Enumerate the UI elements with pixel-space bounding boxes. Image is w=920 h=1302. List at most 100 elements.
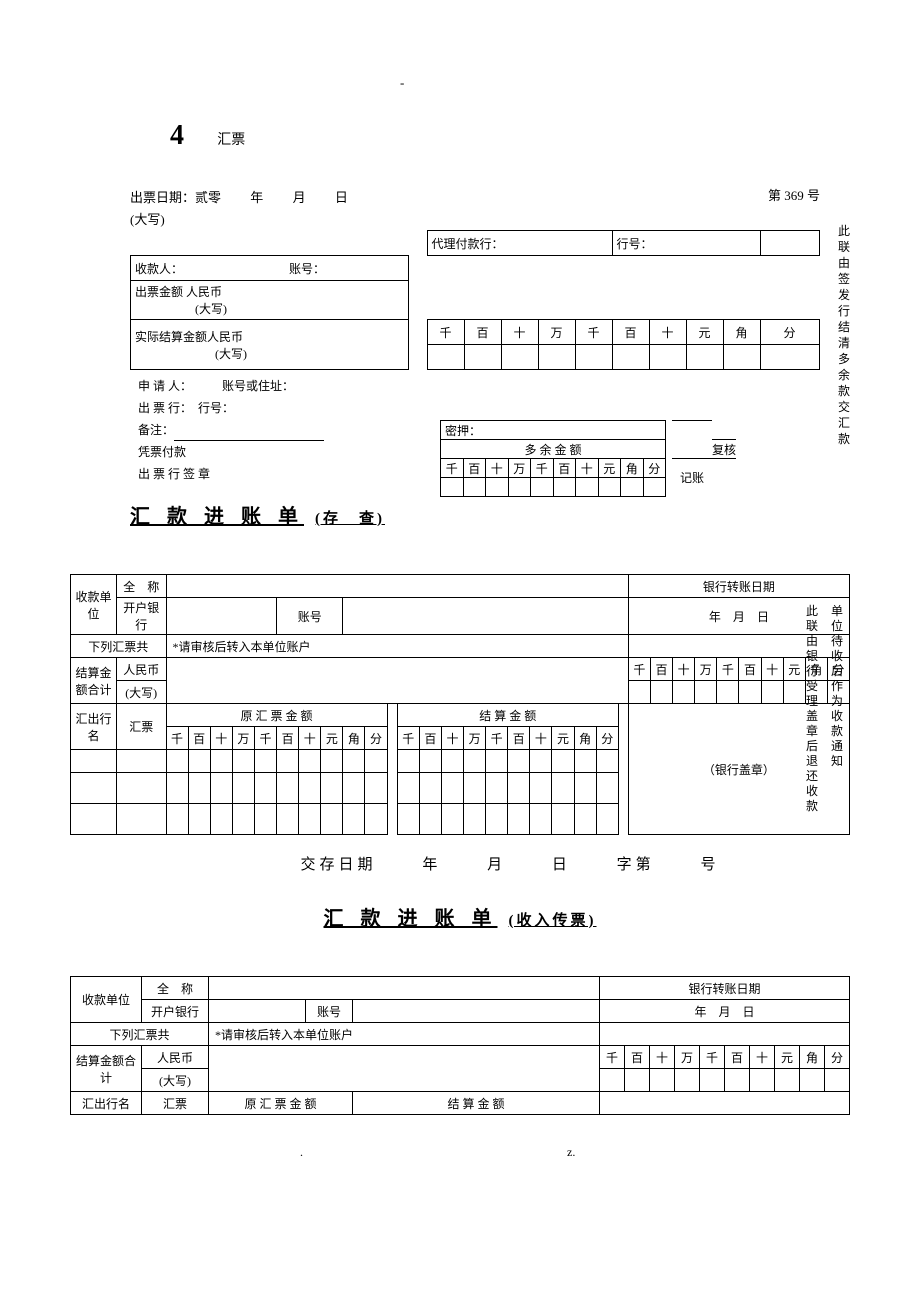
- year-label: 年: [250, 190, 263, 205]
- unit-cell: 千: [600, 1046, 625, 1069]
- day: 日: [757, 610, 769, 624]
- deposit-month: 月: [487, 857, 506, 873]
- unit-cell: 百: [650, 658, 672, 681]
- total-label: 结算金额合计: [71, 658, 117, 704]
- account-label: 账号：: [289, 262, 325, 276]
- title2-main: 汇 款 进 账 单: [130, 506, 304, 528]
- unit-cell: 万: [675, 1046, 700, 1069]
- unit-cell: 百: [464, 320, 501, 345]
- voucher-table-1: 收款单位 全 称 银行转账日期 开户银行 账号 年 月 日 下列汇: [70, 574, 850, 835]
- unit-cell: 千: [575, 320, 612, 345]
- footer-dot-b: z.: [567, 1145, 575, 1160]
- payee-unit-label: 收款单位: [71, 977, 142, 1023]
- settle-amount-label: 结 算 金 额: [353, 1092, 600, 1115]
- open-bank-label: 开户银行: [142, 1000, 209, 1023]
- voucher2-wrap: 收款单位 全 称 银行转账日期 开户银行 账号 年 月 日 下列汇: [70, 976, 850, 1115]
- daxie-label: (大写): [116, 681, 166, 704]
- amount-label: 出票金额 人民币: [135, 285, 222, 299]
- unit-cell: 万: [464, 727, 486, 750]
- remit-bank-label: 汇出行名: [71, 1092, 142, 1115]
- title2-sub: (存 查): [315, 511, 385, 527]
- rmb-label: 人民币: [116, 658, 166, 681]
- actual-daxie: (大写): [215, 347, 247, 361]
- huipiao-label: 汇票: [217, 133, 245, 148]
- bank-no-label: 行号：: [198, 401, 234, 415]
- unit-cell: 万: [695, 658, 717, 681]
- deposit-zidi: 字第: [617, 857, 655, 873]
- account-label: 账号: [277, 598, 343, 635]
- unit-cell: 元: [775, 1046, 800, 1069]
- document-number: 第 369 号: [768, 185, 820, 204]
- settle-amount-label: 结 算 金 额: [397, 704, 618, 727]
- surplus-table: 密押： 多 余 金 额 复核 千 百 十 万 千 百 十 元 角 分 记账: [440, 420, 736, 497]
- unit-cell: 角: [723, 320, 760, 345]
- section-title-3: 汇 款 进 账 单 (收入传票): [70, 902, 850, 931]
- daxie-label: (大写): [142, 1069, 209, 1092]
- unit-cell: 十: [210, 727, 232, 750]
- unit-cell: 百: [553, 459, 576, 478]
- unit-cell: 万: [232, 727, 254, 750]
- bank-no-label: 行号：: [612, 231, 760, 256]
- payee-unit-label: 收款单位: [71, 575, 117, 635]
- month: 月: [733, 610, 745, 624]
- year: 年: [709, 610, 721, 624]
- footer-dot-a: .: [300, 1145, 303, 1160]
- unit-cell: 十: [673, 658, 695, 681]
- unit-cell: 千: [717, 658, 739, 681]
- unit-cell: 十: [650, 1046, 675, 1069]
- unit-cell: 百: [463, 459, 486, 478]
- unit-cell: 万: [538, 320, 575, 345]
- issue-date-prefix: 出票日期：贰零: [130, 190, 221, 205]
- amount-daxie: (大写): [195, 302, 227, 316]
- list-prefix: 下列汇票共: [71, 635, 167, 658]
- daxie-note: (大写): [130, 209, 850, 228]
- month: 月: [718, 1005, 730, 1019]
- orig-amount-label: 原 汇 票 金 额: [209, 1092, 353, 1115]
- pay-by-ticket: 凭票付款: [138, 441, 324, 463]
- unit-cell: 元: [321, 727, 343, 750]
- unit-cell: 十: [501, 320, 538, 345]
- full-name-label: 全 称: [142, 977, 209, 1000]
- unit-cell: 十: [530, 727, 552, 750]
- unit-cell: 分: [825, 1046, 850, 1069]
- unit-cell: 元: [686, 320, 723, 345]
- applicant-label: 申 请 人：: [138, 379, 186, 393]
- unit-cell: 千: [166, 727, 188, 750]
- unit-cell: 百: [188, 727, 210, 750]
- acct-addr-label: 账号或住址：: [222, 379, 294, 393]
- unit-cell: 百: [725, 1046, 750, 1069]
- remark-label: 备注：: [138, 423, 174, 437]
- unit-cell: 分: [365, 727, 387, 750]
- remit-bank-label: 汇出行名: [71, 704, 117, 750]
- side-note-2b: 此联由银行受理盖章后退还收款: [806, 604, 820, 814]
- title3-sub: (收入传票): [509, 913, 597, 929]
- year: 年: [694, 1005, 706, 1019]
- unit-cell: 角: [621, 459, 644, 478]
- section-title-2: 汇 款 进 账 单 (存 查): [130, 500, 850, 529]
- day-label: 日: [335, 190, 348, 205]
- unit-cell: 分: [643, 459, 666, 478]
- deposit-prefix: 交存日期: [301, 857, 377, 873]
- unit-cell: 百: [739, 658, 761, 681]
- full-name-label: 全 称: [116, 575, 166, 598]
- surplus-label: 多 余 金 额: [441, 440, 666, 459]
- remark-underline: [174, 426, 324, 441]
- agent-bank-label: 代理付款行：: [427, 231, 612, 256]
- account-label: 账号: [306, 1000, 353, 1023]
- unit-cell: 百: [625, 1046, 650, 1069]
- unit-cell: 十: [299, 727, 321, 750]
- payee-label: 收款人：: [135, 262, 183, 276]
- title3-main: 汇 款 进 账 单: [324, 908, 498, 930]
- bank-date-label: 银行转账日期: [628, 575, 849, 598]
- form1-wrap: 代理付款行： 行号： 收款人： 账号： 出票金额 人民币 (大写): [130, 230, 850, 370]
- unit-cell: 元: [783, 658, 805, 681]
- unit-cell: 千: [427, 320, 464, 345]
- huipiao-label: 汇票: [142, 1092, 209, 1115]
- jizhang-label: 记账: [672, 459, 712, 497]
- unit-cell: 千: [254, 727, 276, 750]
- mid-block: 申 请 人： 账号或住址： 出 票 行： 行号： 备注： 凭票付款 出 票 行 …: [130, 375, 850, 490]
- unit-cell: 千: [397, 727, 419, 750]
- unit-cell: 十: [649, 320, 686, 345]
- miya-label: 密押：: [441, 421, 666, 440]
- unit-cell: 十: [441, 727, 463, 750]
